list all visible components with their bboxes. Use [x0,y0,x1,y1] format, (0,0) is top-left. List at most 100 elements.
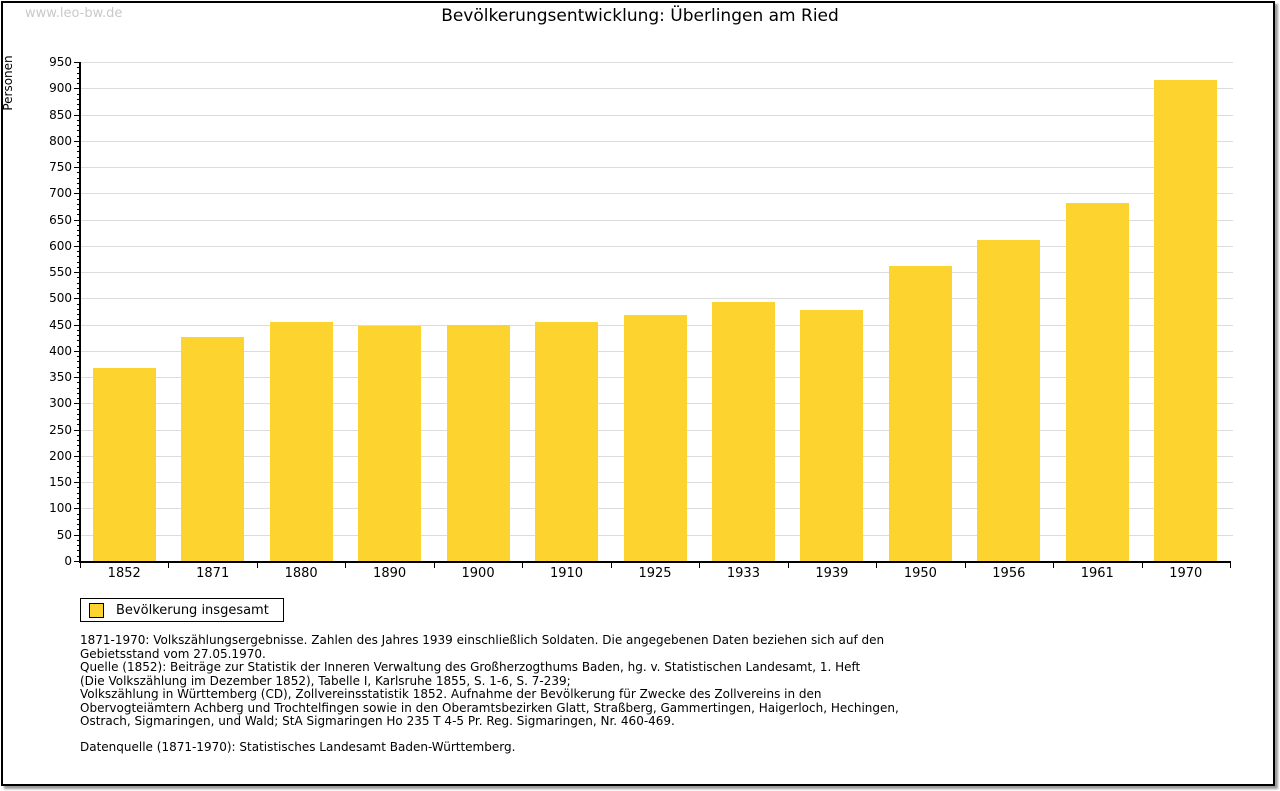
x-boundary-tick [256,563,258,568]
legend-swatch-icon [89,602,104,618]
gridline-y-600 [81,245,1233,247]
y-minor-tick [77,230,80,232]
gridline-y-850 [81,114,1233,116]
y-minor-tick [77,130,80,132]
y-minor-tick [77,440,80,442]
y-minor-tick [77,266,80,268]
y-tick-label-200: 200 [49,448,72,463]
gridline-y-500 [81,298,1233,300]
y-tick-label-550: 550 [49,265,72,280]
x-boundary-tick [610,563,612,568]
y-minor-tick [77,329,80,331]
y-tick-label-950: 950 [49,55,72,69]
y-minor-tick [77,224,80,226]
y-minor-tick [77,214,80,216]
y-minor-tick [77,550,80,552]
bar-1956 [977,239,1041,561]
y-tick-label-400: 400 [49,343,72,358]
bar-1939 [800,309,864,561]
x-tick-label-1910: 1910 [549,566,584,581]
y-minor-tick [77,450,80,452]
y-minor-tick [77,518,80,520]
y-minor-tick [77,125,80,127]
x-boundary-tick [80,563,81,568]
y-minor-tick [77,392,80,394]
y-major-tick-150 [74,482,80,484]
x-boundary-tick [168,563,170,568]
y-minor-tick [77,529,80,531]
watermark: www.leo-bw.de [25,6,123,21]
x-tick-label-1933: 1933 [726,566,760,581]
bar-1950 [888,266,952,561]
y-minor-tick [77,424,80,426]
y-minor-tick [77,177,80,179]
y-major-tick-850 [74,114,80,116]
y-minor-tick [77,151,80,153]
y-minor-tick [77,72,80,74]
legend: Bevölkerung insgesamt [80,598,284,622]
y-minor-tick [77,387,80,389]
x-boundary-tick [522,563,524,568]
y-minor-tick [77,156,80,158]
bar-1890 [358,325,422,561]
gridline-y-700 [81,193,1233,195]
y-minor-tick [77,503,80,505]
bar-1910 [535,322,599,561]
y-minor-tick [77,345,80,347]
y-minor-tick [77,256,80,258]
y-tick-label-50: 50 [56,527,72,542]
y-major-tick-800 [74,140,80,142]
y-minor-tick [77,119,80,121]
y-tick-label-650: 650 [49,212,72,227]
y-tick-label-0: 0 [64,554,72,568]
y-minor-tick [77,487,80,489]
y-major-tick-0 [74,561,80,562]
y-major-tick-350 [74,377,80,379]
y-minor-tick [77,408,80,410]
y-minor-tick [77,545,80,547]
x-boundary-tick [699,563,701,568]
y-axis-line [79,62,81,563]
y-minor-tick [77,83,80,84]
x-tick-label-1925: 1925 [638,566,672,581]
x-tick-label-1871: 1871 [196,566,230,581]
y-minor-tick [77,382,80,384]
y-major-tick-950 [74,62,80,63]
x-boundary-tick [964,563,966,568]
footnote-line: (Die Volkszählung im Dezember 1852), Tab… [80,673,571,688]
x-boundary-tick [876,563,878,568]
datasource-line: Datenquelle (1871-1970): Statistisches L… [80,740,516,754]
y-minor-tick [77,209,80,211]
y-tick-label-500: 500 [49,291,72,306]
gridline-y-900 [81,88,1233,90]
footnote-line: Obervogteiämtern Achberg und Trochtelfin… [80,700,899,715]
y-minor-tick [77,188,80,190]
x-boundary-tick [345,563,347,568]
y-minor-tick [77,492,80,494]
y-tick-label-300: 300 [49,396,72,411]
gridline-y-650 [81,219,1233,221]
y-minor-tick [77,524,80,526]
bar-1970 [1154,80,1218,561]
y-major-tick-700 [74,193,80,195]
y-major-tick-50 [74,534,80,536]
y-major-tick-750 [74,167,80,169]
y-minor-tick [77,203,80,205]
y-minor-tick [77,308,80,310]
x-tick-label-1961: 1961 [1080,566,1114,581]
y-minor-tick [77,93,80,95]
y-major-tick-550 [74,272,80,274]
y-minor-tick [77,513,80,515]
footnotes: 1871-1970: Volkszählungsergebnisse. Zahl… [80,633,1210,729]
y-minor-tick [77,340,80,342]
y-major-tick-250 [74,429,80,431]
y-minor-tick [77,361,80,363]
gridline-y-800 [81,140,1233,142]
y-major-tick-400 [74,350,80,352]
y-tick-label-150: 150 [49,475,72,490]
x-tick-label-1880: 1880 [284,566,318,581]
x-tick-label-1900: 1900 [461,566,495,581]
bar-1871 [181,336,245,561]
y-tick-label-850: 850 [49,107,72,122]
